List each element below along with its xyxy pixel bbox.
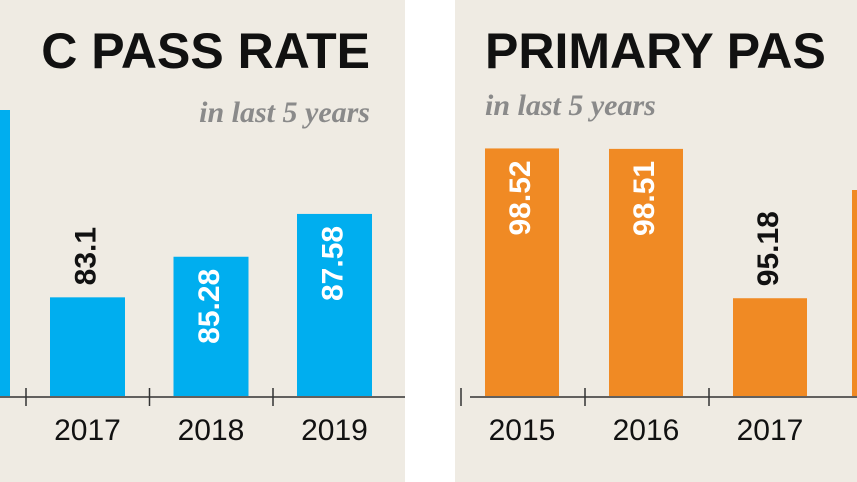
chart-subtitle: in last 5 years — [485, 89, 656, 122]
bar — [609, 148, 683, 396]
chart-subtitle: in last 5 years — [199, 96, 370, 129]
x-tick-label: 2017 — [54, 414, 121, 447]
bar — [173, 256, 249, 396]
x-tick-label: 2018 — [178, 414, 245, 447]
value-label: 98.52 — [504, 160, 537, 235]
x-tick-label: 2015 — [489, 414, 556, 447]
x-tick-label: 2017 — [737, 414, 804, 447]
value-label: 85.28 — [193, 269, 226, 344]
bar — [297, 213, 372, 396]
x-tick-label: 2016 — [613, 414, 680, 447]
value-label: 83.1 — [69, 227, 102, 285]
cropped-bar — [0, 110, 10, 396]
cropped-bar — [852, 190, 857, 396]
chart-title: C PASS RATE — [41, 23, 370, 79]
x-tick-label: 2019 — [301, 414, 368, 447]
bar — [733, 298, 807, 396]
value-label: 87.58 — [316, 226, 349, 301]
chart-title: PRIMARY PAS — [485, 23, 826, 79]
bar — [485, 148, 559, 396]
bar — [50, 297, 125, 396]
value-label: 98.51 — [628, 161, 661, 236]
value-label: 95.18 — [752, 211, 785, 286]
